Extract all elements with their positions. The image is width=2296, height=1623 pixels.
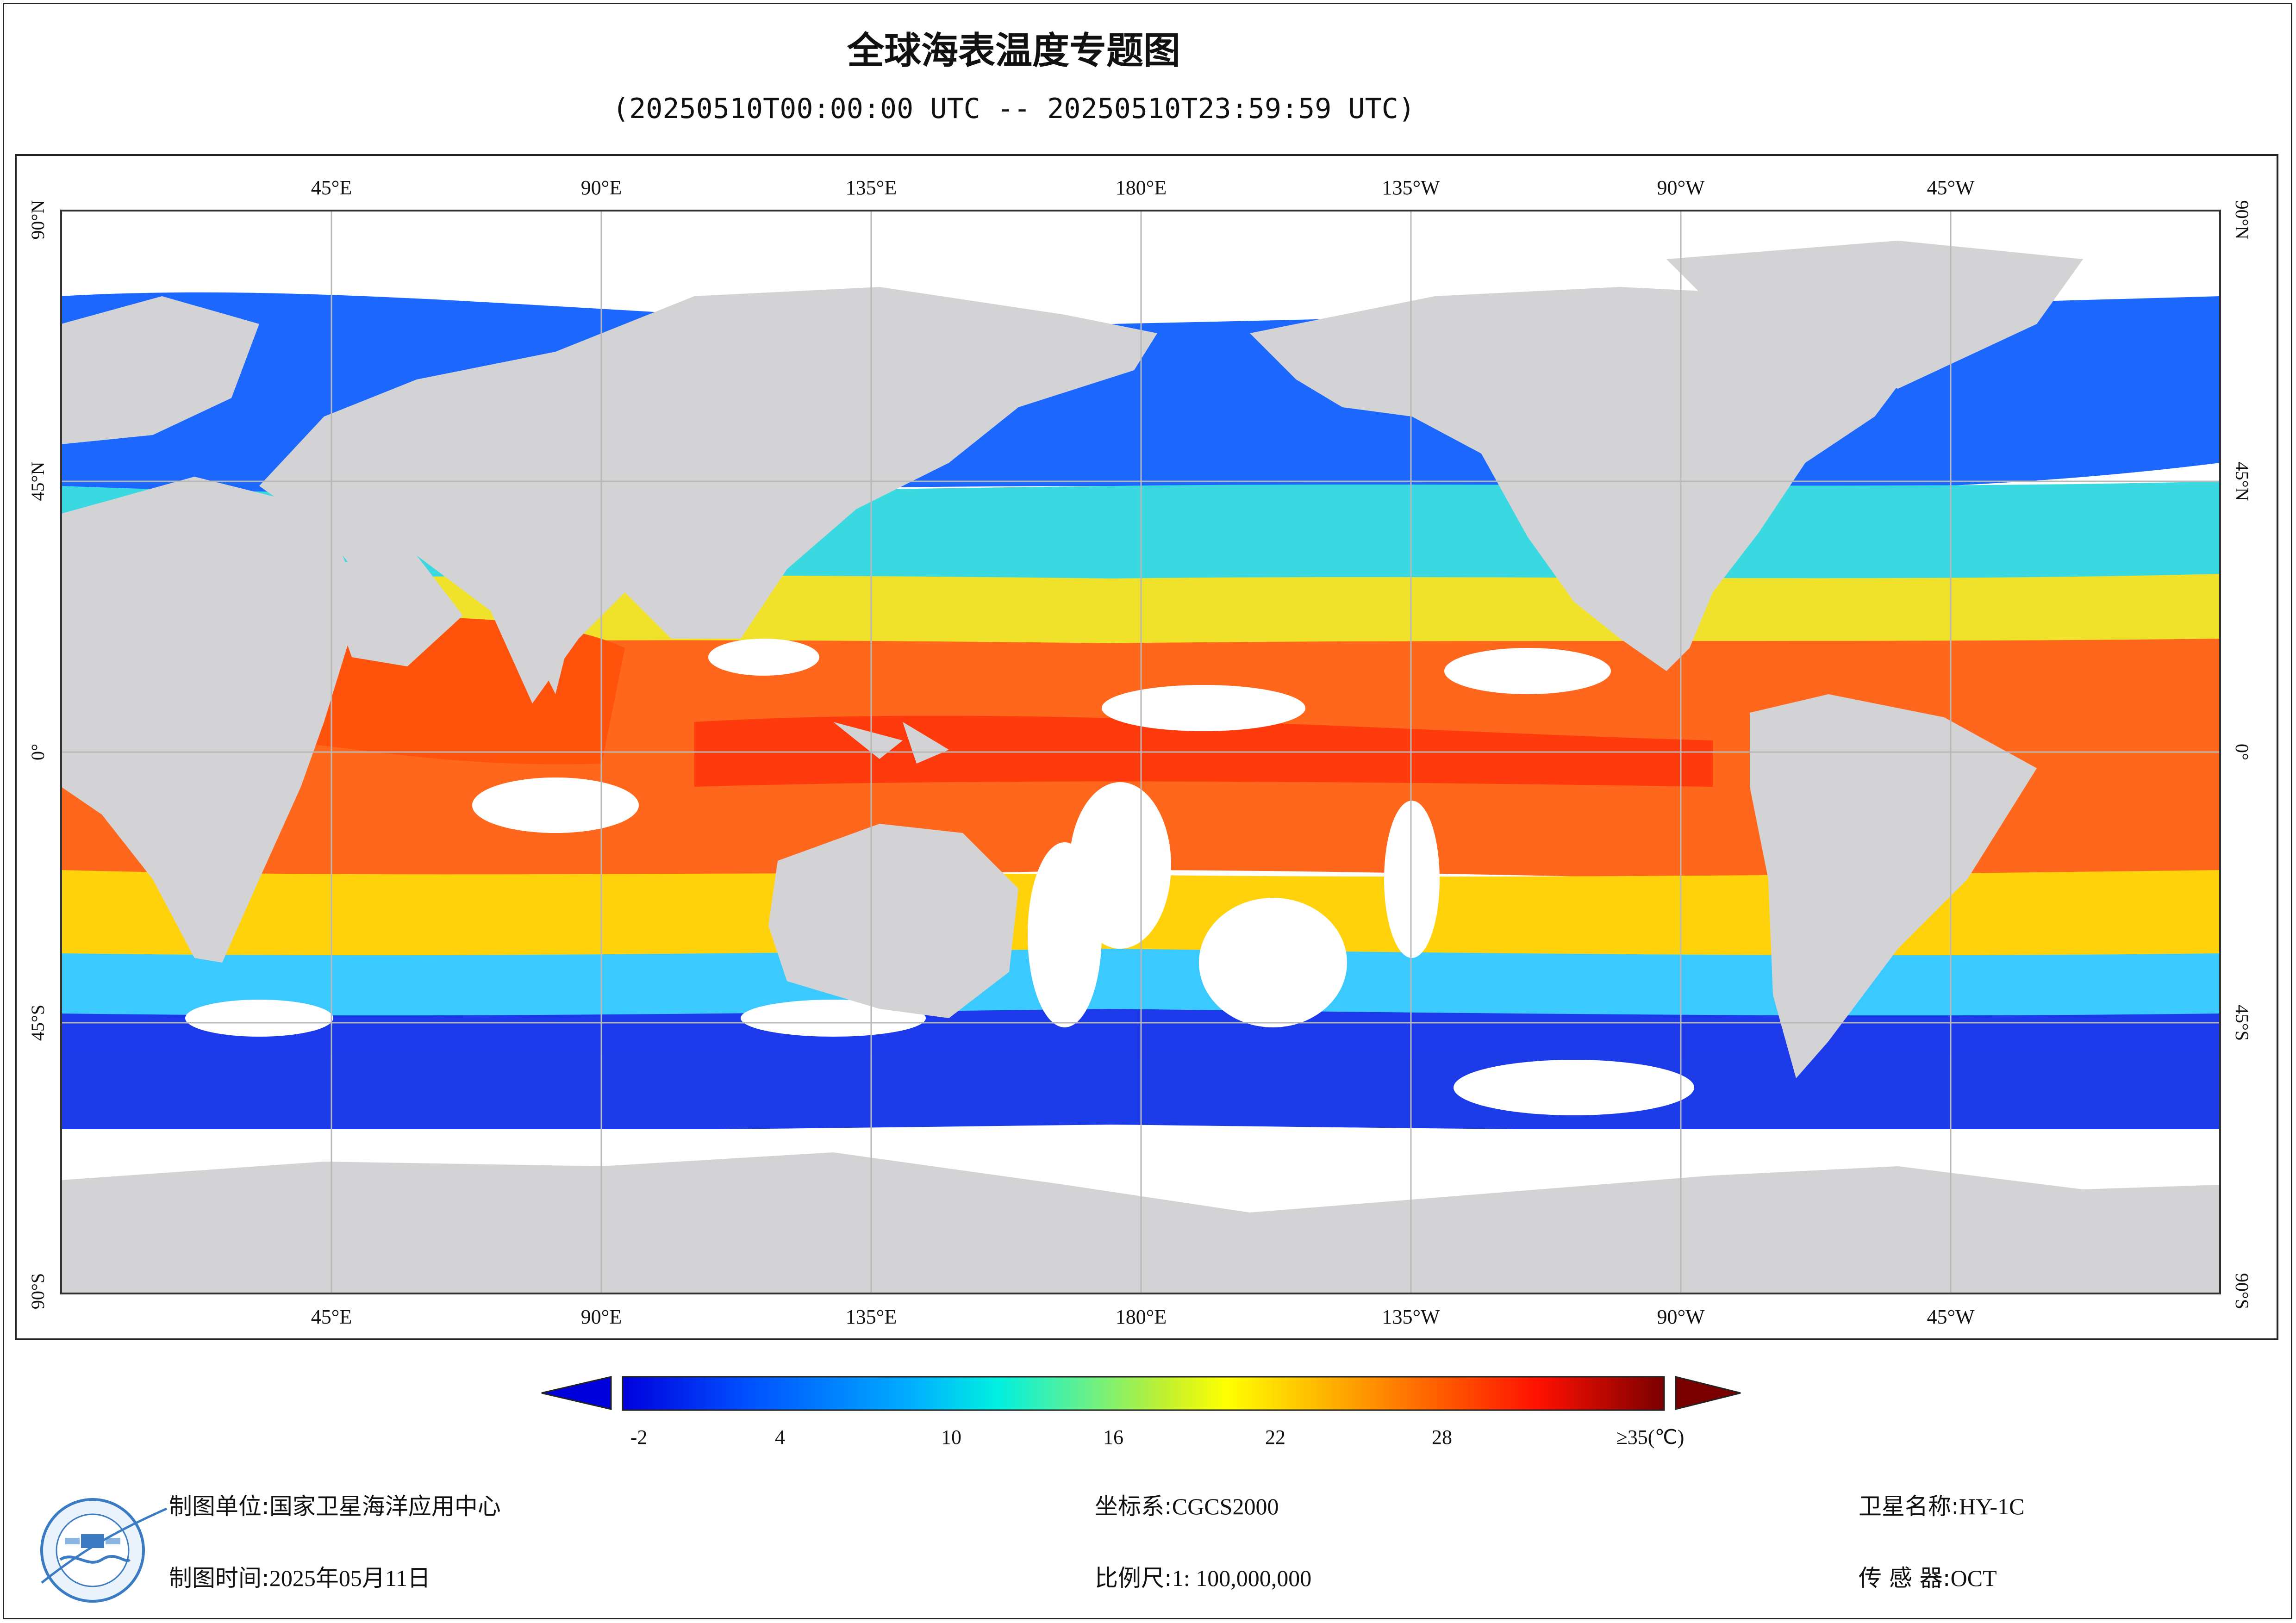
crs-value: CGCS2000	[1172, 1493, 1279, 1519]
map-time: 制图时间:2025年05月11日	[169, 1560, 430, 1593]
lon-label-top: 90°W	[1657, 176, 1705, 199]
lon-label-bottom: 90°W	[1657, 1306, 1705, 1328]
scale-label: 比例尺:	[1095, 1565, 1172, 1592]
coordinate-system: 坐标系:CGCS2000	[1095, 1488, 1279, 1521]
lon-label-bottom: 45°W	[1927, 1306, 1975, 1328]
map-unit-label: 制图单位:	[169, 1493, 269, 1520]
map-frame	[15, 154, 2278, 1340]
map-scale: 比例尺:1: 100,000,000	[1095, 1560, 1311, 1593]
sensor-label: 传 感 器:	[1859, 1565, 1951, 1592]
lon-label-bottom: 135°W	[1382, 1306, 1440, 1328]
lat-label-left: 0°	[27, 744, 48, 760]
map-title: 全球海表温度专题图	[847, 29, 1180, 72]
graticule	[61, 211, 2220, 1293]
colorbar-gradient	[622, 1376, 1665, 1411]
lon-label-top: 180°E	[1116, 176, 1167, 199]
lat-label-left: 90°S	[27, 1273, 48, 1309]
sensor-value: OCT	[1950, 1565, 1997, 1591]
colorbar	[541, 1376, 1741, 1411]
colorbar-min-arrow	[541, 1376, 612, 1410]
lat-label-right: 45°N	[2232, 462, 2252, 501]
map-time-label: 制图时间:	[169, 1565, 269, 1592]
bottom-longitude-labels: 45°E 90°E 135°E 180°E 135°W 90°W 45°W	[311, 1306, 1975, 1328]
colorbar-ticks: -2 4 10 16 22 28 ≥35(℃)	[630, 1426, 1685, 1449]
colorbar-tick: 28	[1432, 1426, 1452, 1449]
lon-label-top: 90°E	[581, 176, 622, 199]
satellite-label: 卫星名称:	[1859, 1493, 1959, 1520]
left-latitude-labels: 90°N 45°N 0° 45°S 90°S	[27, 200, 48, 1310]
scale-value: 1: 100,000,000	[1172, 1565, 1312, 1591]
lon-label-top: 135°W	[1382, 176, 1440, 199]
lon-label-top: 135°E	[846, 176, 897, 199]
lat-label-left: 45°N	[27, 462, 48, 501]
lon-label-top: 45°W	[1927, 176, 1975, 199]
lon-label-bottom: 90°E	[581, 1306, 622, 1328]
right-latitude-labels: 90°N 45°N 0° 45°S 90°S	[2232, 200, 2252, 1310]
lon-label-bottom: 180°E	[1116, 1306, 1167, 1328]
lon-label-bottom: 45°E	[311, 1306, 352, 1328]
nsoas-logo	[40, 1498, 168, 1603]
map-unit-value: 国家卫星海洋应用中心	[269, 1493, 501, 1520]
lat-label-left: 90°N	[27, 200, 48, 240]
top-longitude-labels: 45°E 90°E 135°E 180°E 135°W 90°W 45°W	[311, 176, 1975, 199]
satellite-name: 卫星名称:HY-1C	[1859, 1488, 2025, 1521]
colorbar-tick: 16	[1103, 1426, 1123, 1449]
colorbar-tick: -2	[630, 1426, 648, 1449]
lon-label-top: 45°E	[311, 176, 352, 199]
lat-label-right: 0°	[2232, 744, 2252, 760]
time-range-subtitle: (20250510T00:00:00 UTC -- 20250510T23:59…	[612, 93, 1415, 125]
colorbar-tick: 10	[941, 1426, 961, 1449]
lat-label-right: 45°S	[2232, 1005, 2252, 1041]
map-time-value: 2025年05月11日	[269, 1565, 431, 1591]
lat-label-right: 90°N	[2232, 200, 2252, 240]
crs-label: 坐标系:	[1095, 1493, 1172, 1520]
lat-label-right: 90°S	[2232, 1273, 2252, 1309]
lon-label-bottom: 135°E	[846, 1306, 897, 1328]
lat-label-left: 45°S	[27, 1005, 48, 1041]
map-unit: 制图单位:国家卫星海洋应用中心	[169, 1488, 501, 1521]
colorbar-tick: 22	[1265, 1426, 1285, 1449]
colorbar-max-arrow	[1675, 1376, 1741, 1410]
map-inner-border	[60, 210, 2221, 1294]
colorbar-tick: ≥35(℃)	[1616, 1426, 1685, 1449]
sensor: 传 感 器:OCT	[1859, 1560, 1997, 1593]
colorbar-tick: 4	[775, 1426, 785, 1449]
satellite-value: HY-1C	[1959, 1493, 2025, 1519]
page-border	[3, 3, 2292, 1619]
